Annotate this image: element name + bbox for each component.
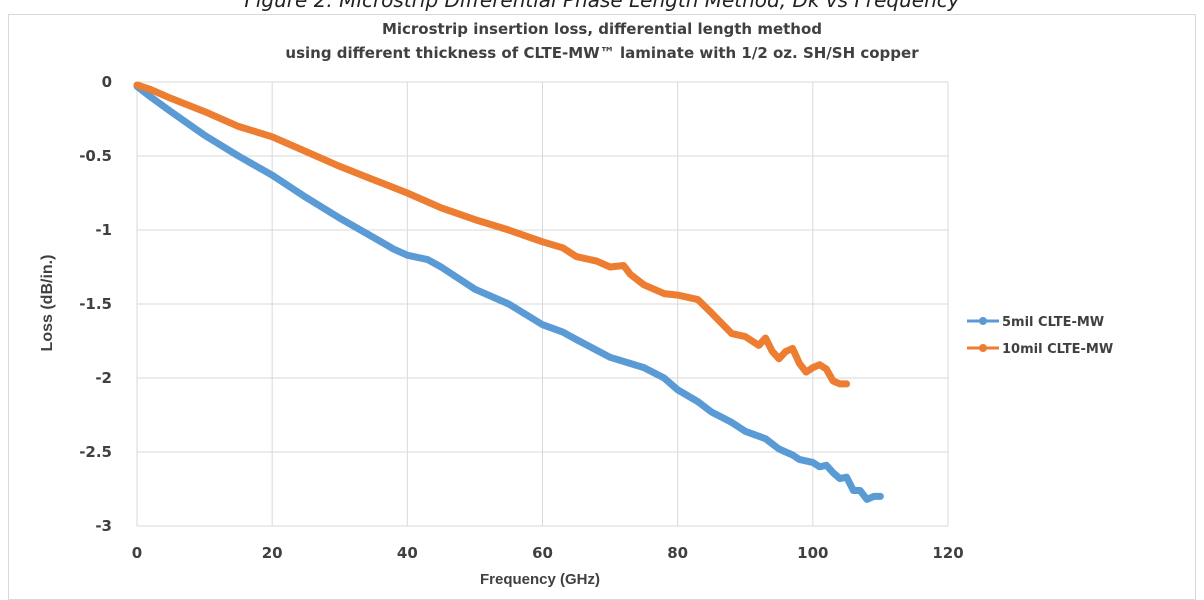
x-tick-label: 60 xyxy=(532,544,553,562)
y-axis-label: Loss (dB/in.) xyxy=(39,255,56,352)
y-tick-label: -2.5 xyxy=(79,443,112,461)
y-tick-label: -1.5 xyxy=(79,295,112,313)
x-tick-label: 100 xyxy=(797,544,828,562)
figure-caption: Figure 2. Microstrip Differential Phase … xyxy=(244,0,960,12)
chart-subtitle: using different thickness of CLTE-MW™ la… xyxy=(285,44,919,62)
legend-swatch-marker xyxy=(979,344,987,352)
y-tick-label: 0 xyxy=(102,73,112,91)
x-tick-label: 40 xyxy=(397,544,418,562)
legend-swatch-marker xyxy=(979,317,987,325)
series-line-2 xyxy=(133,81,851,388)
x-tick-label: 0 xyxy=(132,544,142,562)
x-tick-label: 80 xyxy=(667,544,688,562)
x-axis-label: Frequency (GHz) xyxy=(480,571,600,588)
y-tick-label: -2 xyxy=(95,369,112,387)
x-tick-label: 120 xyxy=(932,544,963,562)
y-tick-label: -1 xyxy=(95,221,112,239)
x-tick-label: 20 xyxy=(262,544,283,562)
x-tick-labels: 0 20 40 60 80 100 120 xyxy=(132,544,964,562)
legend: 5mil CLTE-MW 10mil CLTE-MW xyxy=(967,315,1113,357)
series-group xyxy=(133,81,884,503)
chart-title: Microstrip insertion loss, differential … xyxy=(381,20,823,38)
series-line-1 xyxy=(133,82,884,503)
y-tick-label: -0.5 xyxy=(79,147,112,165)
legend-label: 5mil CLTE-MW xyxy=(1002,315,1104,330)
legend-label: 10mil CLTE-MW xyxy=(1002,342,1113,357)
gridlines xyxy=(136,81,949,527)
y-tick-labels: 0 -0.5 -1 -1.5 -2 -2.5 -3 xyxy=(79,73,112,535)
y-tick-label: -3 xyxy=(95,517,112,535)
